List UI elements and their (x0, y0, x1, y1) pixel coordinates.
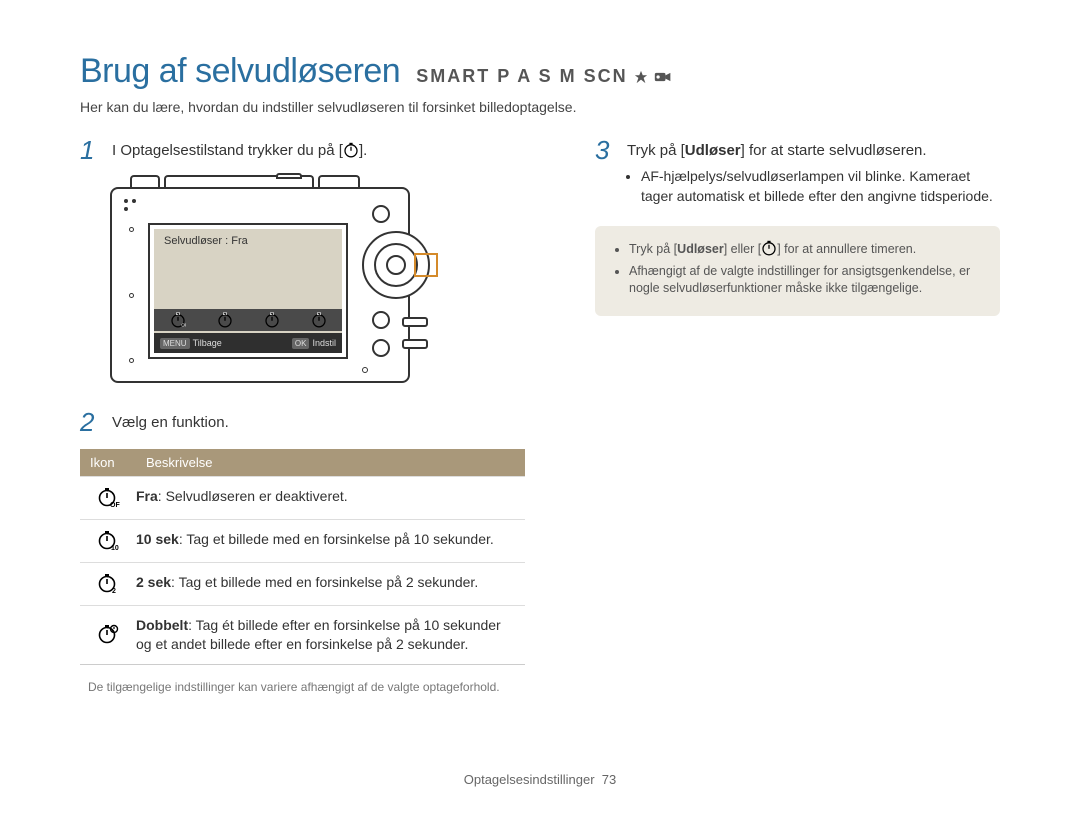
step-3: 3 Tryk på [Udløser] for at starte selvud… (595, 137, 1000, 208)
step-1: 1 I Optagelsestilstand trykker du på []. (80, 137, 525, 163)
table-row: 10 10 sek: Tag et billede med en forsinke… (80, 519, 525, 562)
table-header-desc: Beskrivelse (136, 449, 525, 476)
table-row: 2 2 sek: Tag et billede med en forsinkels… (80, 562, 525, 605)
highlighted-control (414, 253, 438, 277)
step-2: 2 Vælg en funktion. (80, 409, 525, 435)
table-row: Dobbelt: Tag ét billede efter en forsink… (80, 605, 525, 664)
svg-text:10: 10 (111, 545, 119, 552)
step-1-text: I Optagelsestilstand trykker du på []. (112, 137, 525, 163)
camera-screen-icon-row: OFF (154, 309, 342, 331)
mode-icon-video (654, 70, 672, 84)
row-icon: OFF (80, 477, 136, 519)
svg-text:2: 2 (112, 588, 116, 595)
note-box: Tryk på [Udløser] eller [] for at annull… (595, 226, 1000, 316)
mode-indicators: SMART P A S M SCN (416, 66, 671, 87)
intro-text: Her kan du lære, hvordan du indstiller s… (80, 99, 1000, 115)
camera-screen-label: Selvudløser : Fra (154, 229, 342, 247)
step-3-text: Tryk på [Udløser] for at starte selvudlø… (627, 137, 1000, 208)
row-desc: Fra: Selvudløseren er deaktiveret. (136, 477, 525, 519)
row-desc: 2 sek: Tag et billede med en forsinkelse… (136, 563, 525, 605)
step-2-text: Vælg en funktion. (112, 409, 525, 435)
svg-text:OFF: OFF (181, 322, 186, 328)
table-footnote: De tilgængelige indstillinger kan varier… (88, 679, 525, 695)
row-icon: 10 (80, 520, 136, 562)
table-header-icon: Ikon (80, 449, 136, 476)
note-item: Tryk på [Udløser] eller [] for at annull… (629, 240, 982, 259)
page-title: Brug af selvudløseren (80, 52, 400, 91)
note-item: Afhængigt af de valgte indstillinger for… (629, 263, 982, 298)
options-table: Ikon Beskrivelse OFF Fra: Selvudløseren e… (80, 449, 525, 665)
step-number: 1 (80, 137, 98, 163)
timer-icon (761, 240, 777, 256)
camera-diagram: Selvudløser : Fra OFF MENU Tilbage OK In… (110, 177, 525, 387)
page-footer: Optagelsesindstillinger 73 (0, 772, 1080, 787)
mode-icon-magic (632, 70, 650, 84)
left-column: 1 I Optagelsestilstand trykker du på []. (80, 137, 525, 695)
row-desc: Dobbelt: Tag ét billede efter en forsink… (136, 606, 525, 664)
step-number: 3 (595, 137, 613, 208)
table-row: OFF Fra: Selvudløseren er deaktiveret. (80, 476, 525, 519)
row-desc: 10 sek: Tag et billede med en forsinkels… (136, 520, 525, 562)
row-icon: 2 (80, 563, 136, 605)
svg-text:OFF: OFF (110, 502, 120, 509)
bullet-item: AF-hjælpelys/selvudløserlampen vil blink… (641, 167, 1000, 206)
step-number: 2 (80, 409, 98, 435)
timer-icon (343, 142, 359, 158)
row-icon (80, 606, 136, 664)
right-column: 3 Tryk på [Udløser] for at starte selvud… (595, 137, 1000, 695)
